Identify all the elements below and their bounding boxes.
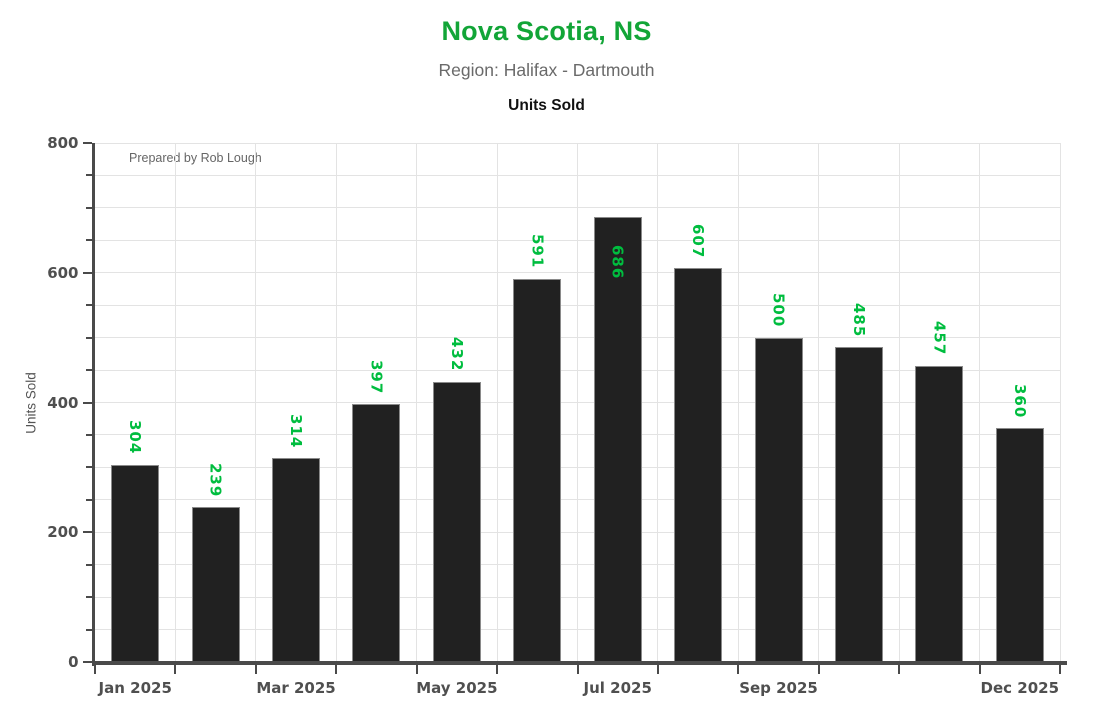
y-tick bbox=[85, 498, 92, 501]
gridline-v bbox=[335, 143, 337, 662]
bar-value-label: 500 bbox=[769, 293, 788, 328]
bar bbox=[593, 216, 642, 662]
plot-area: Prepared by Rob Lough 304 239 314 397 432 591… bbox=[95, 142, 1061, 662]
bar bbox=[432, 381, 481, 662]
gridline-v bbox=[255, 143, 257, 662]
chart-title: Units Sold bbox=[508, 97, 585, 114]
x-tick bbox=[656, 665, 659, 674]
bar bbox=[754, 337, 803, 662]
x-tick-label: Jul 2025 bbox=[583, 679, 652, 697]
y-tick-label: 200 bbox=[47, 523, 79, 542]
x-tick bbox=[737, 665, 740, 674]
x-tick bbox=[415, 665, 418, 674]
bar bbox=[272, 458, 321, 662]
gridline-v bbox=[657, 143, 659, 662]
x-tick bbox=[174, 665, 177, 674]
x-tick-label: Sep 2025 bbox=[739, 679, 818, 697]
y-tick-label: 0 bbox=[68, 653, 79, 671]
region-subtitle: Region: Halifax - Dartmouth bbox=[438, 60, 655, 80]
y-tick-label: 600 bbox=[47, 263, 79, 282]
x-tick bbox=[1059, 665, 1061, 674]
gridline-v bbox=[818, 143, 820, 662]
bar-value-label: 304 bbox=[126, 420, 145, 455]
x-tick-label: Mar 2025 bbox=[256, 679, 336, 697]
bar bbox=[834, 347, 883, 662]
x-tick bbox=[576, 665, 579, 674]
prepared-by-annotation: Prepared by Rob Lough bbox=[129, 151, 262, 165]
bar bbox=[352, 404, 401, 662]
gridline-v bbox=[174, 143, 176, 662]
y-tick-label: 800 bbox=[47, 134, 79, 152]
x-tick bbox=[978, 665, 981, 674]
x-tick-label: May 2025 bbox=[416, 679, 498, 697]
y-tick bbox=[85, 206, 92, 209]
y-tick bbox=[85, 563, 92, 566]
x-tick bbox=[496, 665, 499, 674]
y-tick bbox=[85, 628, 92, 631]
bar-value-label: 239 bbox=[206, 462, 225, 497]
gridline-v bbox=[416, 143, 418, 662]
bar-value-label: 432 bbox=[447, 337, 466, 372]
y-tick bbox=[82, 401, 92, 404]
bar-value-label: 457 bbox=[930, 321, 949, 356]
y-tick bbox=[85, 336, 92, 339]
gridline-v bbox=[979, 143, 981, 662]
y-tick bbox=[85, 174, 92, 177]
bar bbox=[111, 464, 160, 662]
y-tick bbox=[82, 271, 92, 274]
y-axis-title: Units Sold bbox=[23, 372, 39, 434]
bar bbox=[674, 268, 723, 662]
x-tick bbox=[94, 665, 96, 674]
x-tick bbox=[898, 665, 901, 674]
y-tick bbox=[85, 596, 92, 599]
gridline-v bbox=[737, 143, 739, 662]
x-tick-label: Jan 2025 bbox=[98, 679, 172, 697]
gridline-v bbox=[577, 143, 578, 662]
y-tick bbox=[82, 661, 92, 663]
gridline-v bbox=[496, 143, 498, 662]
bar bbox=[191, 506, 240, 662]
gridline-v bbox=[1059, 143, 1061, 662]
bar bbox=[995, 428, 1044, 662]
bar-value-label: 686 bbox=[608, 244, 627, 280]
bar-value-label: 360 bbox=[1010, 384, 1029, 419]
y-tick bbox=[85, 466, 92, 469]
x-tick bbox=[254, 665, 257, 674]
y-tick bbox=[82, 142, 92, 144]
bar-value-label: 485 bbox=[849, 303, 868, 338]
bar bbox=[513, 278, 562, 662]
x-tick bbox=[335, 665, 338, 674]
gridline-v bbox=[898, 143, 900, 662]
bar-value-label: 591 bbox=[528, 234, 547, 269]
y-tick bbox=[82, 531, 92, 534]
y-tick bbox=[85, 239, 92, 242]
x-tick bbox=[817, 665, 820, 674]
bar-value-label: 314 bbox=[287, 413, 306, 449]
x-tick-label: Dec 2025 bbox=[980, 679, 1060, 697]
bar-value-label: 397 bbox=[367, 360, 386, 395]
region-title: Nova Scotia, NS bbox=[441, 16, 652, 46]
y-tick bbox=[85, 304, 92, 307]
bar bbox=[915, 365, 964, 662]
y-tick bbox=[85, 433, 92, 436]
y-tick bbox=[85, 369, 92, 372]
bar-value-label: 607 bbox=[689, 223, 708, 259]
